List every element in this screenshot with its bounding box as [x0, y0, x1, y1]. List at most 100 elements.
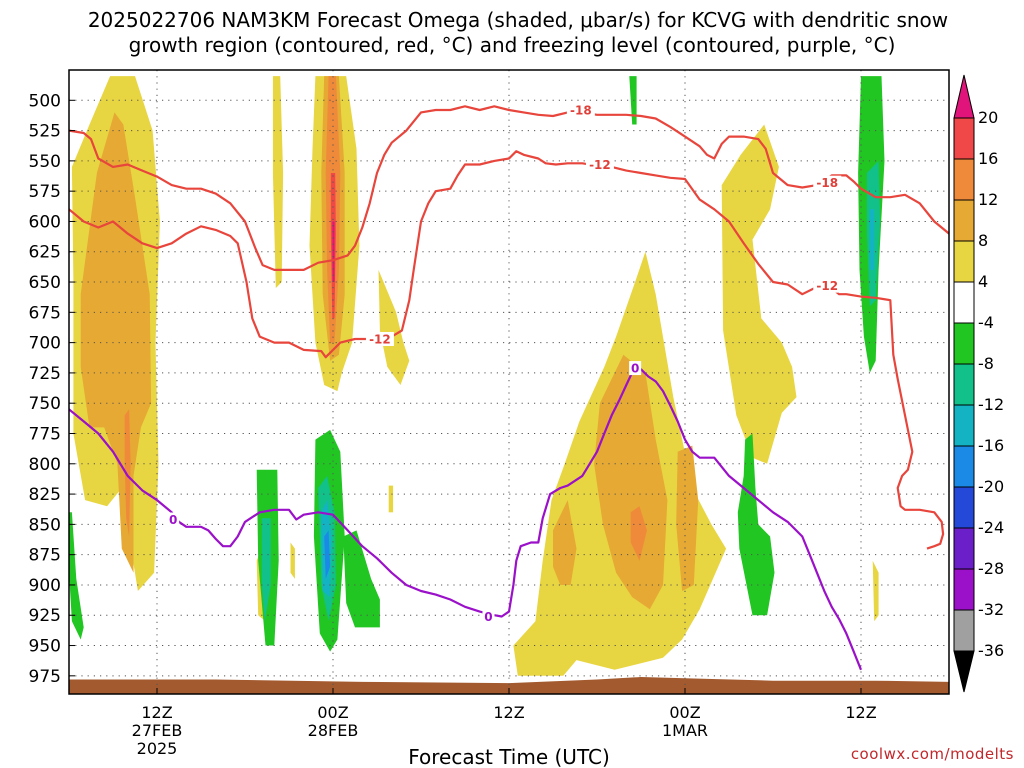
omega-region-12 — [388, 485, 394, 513]
x-tick-label-42-1: 1MAR — [662, 721, 708, 740]
omega-region-27 — [324, 530, 331, 579]
contour-label-2: -18 — [816, 176, 838, 190]
colorbar-bin-10 — [953, 527, 975, 570]
x-tick-label-18-1: 28FEB — [308, 721, 359, 740]
y-tick-label-925: 925 — [29, 606, 61, 626]
y-tick-label-750: 750 — [29, 394, 61, 414]
temperature-contours — [69, 105, 949, 671]
colorbar-under-arrow — [953, 650, 975, 693]
y-tick-label-625: 625 — [29, 243, 61, 263]
y-tick-label-775: 775 — [29, 424, 61, 444]
colorbar-tick-10: -24 — [978, 518, 1004, 537]
contour-label-bg-7 — [629, 361, 642, 376]
contour-label-0: -18 — [570, 103, 592, 117]
contour-label-bg-0 — [566, 102, 595, 117]
x-tick-label-54-0: 12Z — [845, 703, 876, 722]
contour-labels: -18 -12 -18 -12 -12 0 0 0 — [167, 102, 842, 624]
omega-region-21 — [629, 76, 637, 125]
y-tick-label-800: 800 — [29, 455, 61, 475]
y-tick-label-850: 850 — [29, 515, 61, 535]
colorbar-tick-9: -20 — [978, 477, 1004, 496]
omega-region-11 — [290, 542, 295, 579]
omega-region-8 — [332, 221, 335, 282]
contour-label-6: 0 — [484, 610, 492, 624]
omega-region-28 — [343, 530, 380, 628]
chart-title: 2025022706 NAM3KM Forecast Omega (shaded… — [88, 8, 948, 57]
contour-line--12 — [69, 150, 945, 550]
omega-shading — [69, 76, 885, 676]
contour-label-5: 0 — [169, 513, 177, 527]
colorbar-tick-11: -28 — [978, 559, 1004, 578]
colorbar-bin-1 — [953, 158, 975, 201]
colorbar-bin-3 — [953, 240, 975, 283]
omega-region-32 — [869, 209, 875, 270]
contour-label-1: -12 — [589, 158, 611, 172]
y-tick-label-675: 675 — [29, 303, 61, 323]
y-tick-label-950: 950 — [29, 637, 61, 657]
chart-title-line-1: 2025022706 NAM3KM Forecast Omega (shaded… — [88, 8, 948, 32]
credit-text: coolwx.com/modelts — [851, 745, 1014, 763]
x-tick-label-30-0: 12Z — [493, 703, 524, 722]
contour-label-4: -12 — [369, 332, 391, 346]
colorbar-bin-5 — [953, 322, 975, 365]
colorbar-tick-8: -16 — [978, 436, 1004, 455]
omega-region-15 — [594, 354, 668, 610]
grid-lines — [69, 70, 949, 694]
omega-region-9 — [378, 269, 410, 385]
y-tick-label-575: 575 — [29, 182, 61, 202]
y-tick-label-525: 525 — [29, 122, 61, 142]
chart-title-line-2: growth region (contoured, red, °C) and f… — [129, 33, 896, 57]
colorbar-bin-7 — [953, 404, 975, 447]
contour-line--18 — [69, 105, 949, 271]
y-tick-label-975: 975 — [29, 667, 61, 687]
contour-label-bg-5 — [167, 512, 180, 527]
contour-label-bg-1 — [585, 157, 614, 172]
colorbar-tick-1: 16 — [978, 149, 998, 168]
colorbar: 20 16 12 8 4 -4 -8 -12 -16 -20 -24 -28 -32 -36 — [953, 74, 1004, 693]
colorbar-bin-0 — [953, 117, 975, 160]
colorbar-bin-11 — [953, 568, 975, 611]
y-tick-label-650: 650 — [29, 273, 61, 293]
omega-region-2 — [124, 409, 131, 537]
x-tick-label-6-0: 12Z — [141, 703, 172, 722]
omega-region-16 — [553, 500, 577, 585]
x-tick-label-6-2: 2025 — [137, 739, 178, 758]
y-tick-label-600: 600 — [29, 212, 61, 232]
colorbar-tick-13: -36 — [978, 641, 1004, 660]
colorbar-bin-2 — [953, 199, 975, 242]
y-tick-label-875: 875 — [29, 546, 61, 566]
colorbar-bin-12 — [953, 609, 975, 652]
contour-label-7: 0 — [631, 362, 639, 376]
colorbar-tick-0: 20 — [978, 108, 998, 127]
omega-region-18 — [630, 506, 647, 561]
contour-label-bg-3 — [813, 278, 842, 293]
colorbar-bin-8 — [953, 445, 975, 488]
colorbar-tick-3: 8 — [978, 231, 988, 250]
omega-region-23 — [261, 518, 271, 622]
omega-region-19 — [872, 560, 879, 622]
x-tick-label-18-0: 00Z — [317, 703, 348, 722]
omega-region-20 — [69, 512, 84, 640]
y-tick-label-900: 900 — [29, 576, 61, 596]
contour-line-0 — [69, 368, 863, 671]
x-tick-label-6-1: 27FEB — [132, 721, 183, 740]
terrain-fill — [69, 677, 949, 694]
colorbar-tick-6: -8 — [978, 354, 994, 373]
colorbar-tick-7: -12 — [978, 395, 1004, 414]
contour-label-bg-4 — [365, 331, 394, 346]
y-tick-label-550: 550 — [29, 152, 61, 172]
y-tick-label-825: 825 — [29, 485, 61, 505]
omega-region-17 — [676, 445, 699, 591]
contour-label-bg-2 — [813, 175, 842, 190]
y-tick-label-500: 500 — [29, 91, 61, 111]
contour-label-bg-6 — [482, 609, 495, 624]
x-axis-title: Forecast Time (UTC) — [408, 745, 610, 768]
x-tick-label-42-0: 00Z — [669, 703, 700, 722]
colorbar-tick-12: -32 — [978, 600, 1004, 619]
colorbar-tick-5: -4 — [978, 313, 994, 332]
colorbar-bin-6 — [953, 363, 975, 406]
colorbar-bin-9 — [953, 486, 975, 529]
terrain-surface — [69, 677, 949, 694]
omega-region-3 — [272, 76, 284, 289]
